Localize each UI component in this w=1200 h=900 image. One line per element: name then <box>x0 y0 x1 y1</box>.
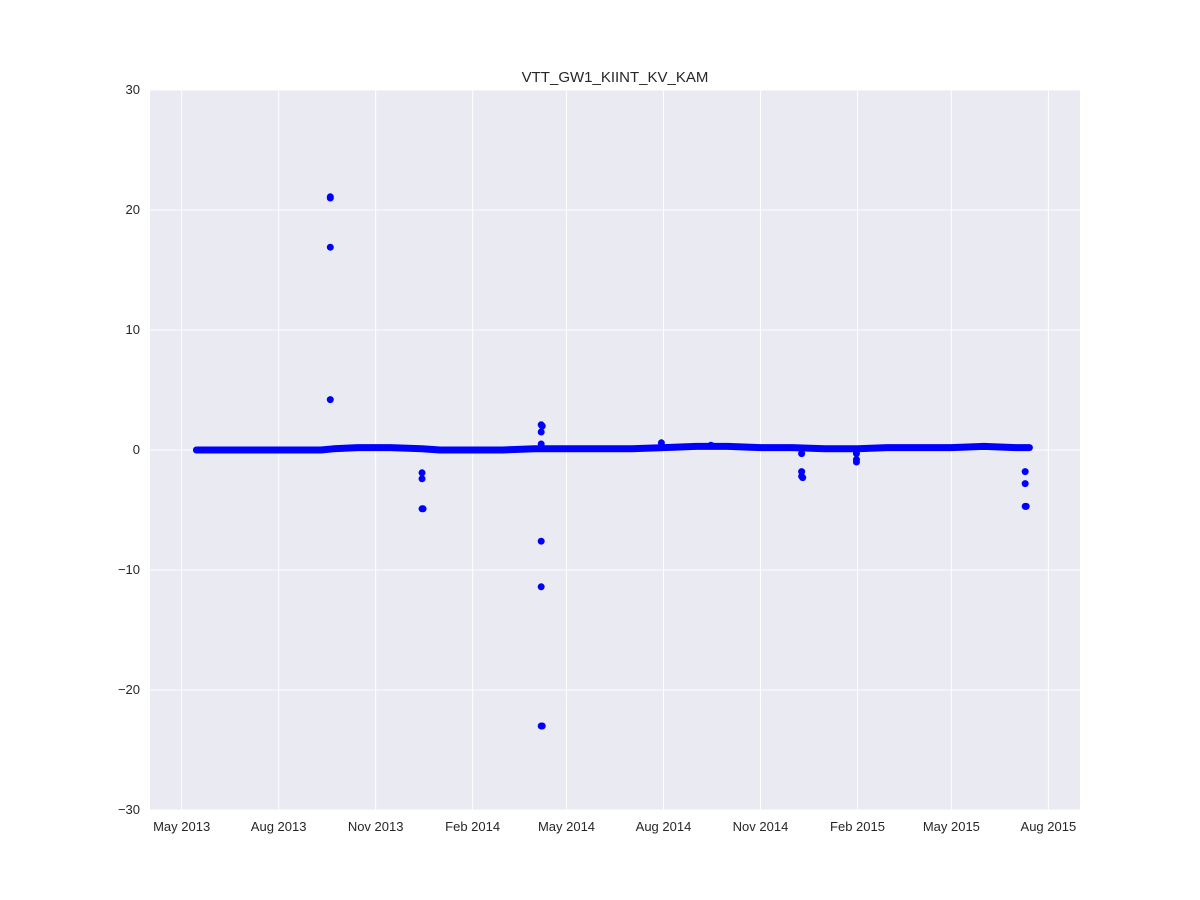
data-point <box>1022 502 1030 510</box>
x-tick-label: Nov 2014 <box>733 819 789 834</box>
data-point <box>537 583 545 591</box>
data-point <box>326 396 334 404</box>
data-point <box>852 450 860 458</box>
y-tick-label: 30 <box>126 82 140 97</box>
x-tick-label: May 2014 <box>538 819 595 834</box>
data-point <box>799 474 807 482</box>
x-axis-ticks: May 2013 Aug 2013 Nov 2013 Feb 2014 May 2014… <box>153 819 1076 834</box>
data-point <box>1021 480 1029 488</box>
x-tick-label: Aug 2013 <box>251 819 307 834</box>
data-point <box>537 440 545 448</box>
data-point <box>798 468 806 476</box>
y-axis-ticks: 30 20 10 0 −10 −20 −30 <box>118 82 140 817</box>
x-tick-label: Aug 2014 <box>636 819 692 834</box>
y-tick-label: −30 <box>118 802 140 817</box>
y-tick-label: −10 <box>118 562 140 577</box>
y-tick-label: 10 <box>126 322 140 337</box>
data-point <box>418 475 426 483</box>
data-point <box>657 439 665 447</box>
x-tick-label: Feb 2014 <box>445 819 500 834</box>
x-tick-label: Nov 2013 <box>348 819 404 834</box>
baseline-series-line <box>192 442 1033 454</box>
x-tick-label: Aug 2015 <box>1021 819 1077 834</box>
data-point <box>326 193 334 201</box>
data-point <box>852 458 860 466</box>
data-point <box>538 422 546 430</box>
chart-title: VTT_GW1_KIINT_KV_KAM <box>522 69 709 86</box>
data-point <box>326 243 334 251</box>
data-series-baseline <box>192 442 1033 454</box>
x-tick-label: Feb 2015 <box>830 819 885 834</box>
y-tick-label: 20 <box>126 202 140 217</box>
x-tick-label: May 2015 <box>923 819 980 834</box>
x-tick-label: May 2013 <box>153 819 210 834</box>
y-tick-label: 0 <box>133 442 140 457</box>
data-point <box>798 450 806 458</box>
data-point <box>537 537 545 545</box>
data-point <box>707 441 715 449</box>
data-point <box>419 505 427 513</box>
data-point <box>537 428 545 436</box>
y-tick-label: −20 <box>118 682 140 697</box>
data-point <box>418 469 426 477</box>
data-point <box>538 722 546 730</box>
data-point <box>1021 468 1029 476</box>
data-points <box>326 193 1030 730</box>
